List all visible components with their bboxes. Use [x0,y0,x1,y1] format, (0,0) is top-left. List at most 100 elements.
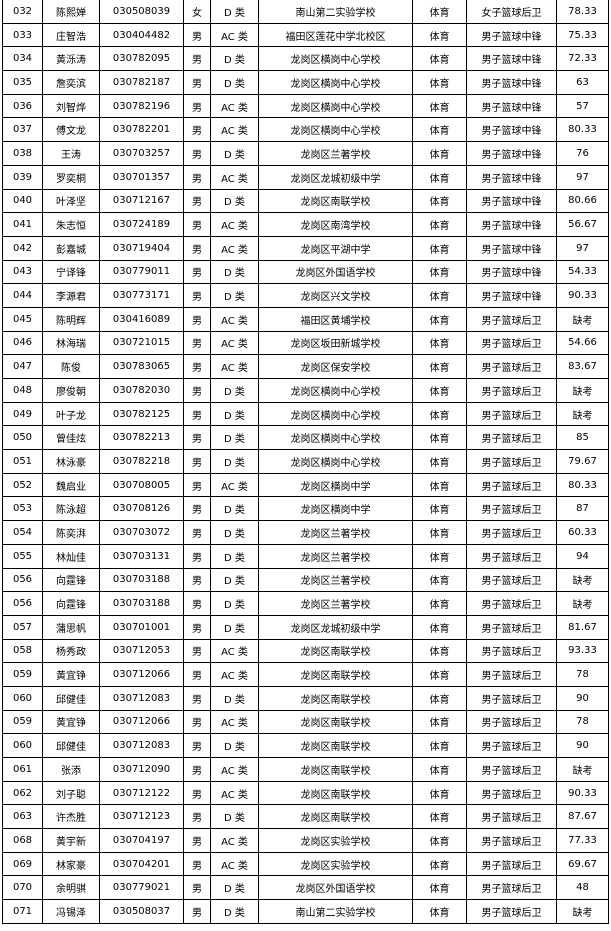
school: 龙岗区兰著学校 [258,591,413,616]
event: 男子篮球后卫 [466,330,557,356]
gender: 男 [183,378,211,403]
student-name: 宁译锋 [42,259,100,285]
subject: 体育 [412,899,467,924]
score: 80.33 [556,472,609,498]
school: 龙岗区兰著学校 [258,567,413,593]
table-row: 047 陈俊 030783065 男 AC 类龙岗区保安学校 体育 男子篮球后卫 83.67 [2,354,609,379]
row-number: 040 [2,188,43,214]
gender: 男 [183,685,211,711]
category: D 类 [210,70,259,95]
gender: 男 [183,520,211,545]
category: AC 类 [210,828,259,853]
school: 南山第二实验学校 [258,899,413,924]
exam-id: 030712083 [99,733,184,758]
table-row: 041 朱志恒 030724189 男 AC 类龙岗区南湾学校 体育 男子篮球中锋 56.67 [2,212,609,237]
category: D 类 [210,591,259,616]
category: D 类 [210,685,259,711]
score: 缺考 [556,899,609,924]
category: D 类 [210,520,259,545]
table-row: 069 林家豪 030704201 男 AC 类龙岗区实验学校 体育 男子篮球后卫 69.67 [2,851,609,877]
category: D 类 [210,188,259,214]
row-number: 033 [2,22,43,48]
gender: 男 [183,496,211,522]
gender: 男 [183,472,211,498]
table-row: 056 向霆锋 030703188 男 D 类龙岗区兰著学校 体育 男子篮球后卫 缺考 [2,567,609,593]
table-row: 035 詹奕滨 030782187 男 D 类龙岗区横岗中心学校 体育 男子篮球中锋 63 [2,70,609,95]
gender: 男 [183,591,211,616]
event: 男子篮球中锋 [466,212,557,237]
exam-id: 030508037 [99,899,184,924]
event: 男子篮球后卫 [466,567,557,593]
exam-id: 030404482 [99,22,184,48]
category: AC 类 [210,212,259,237]
exam-id: 030703131 [99,543,184,569]
subject: 体育 [412,70,467,95]
gender: 男 [183,614,211,640]
exam-id: 030703257 [99,141,184,166]
student-name: 廖俊朝 [42,378,100,403]
category: AC 类 [210,851,259,877]
event: 男子篮球后卫 [466,780,557,806]
row-number: 038 [2,141,43,166]
subject: 体育 [412,709,467,735]
gender: 男 [183,283,211,308]
score: 79.67 [556,449,609,474]
table-row: 060 邱健佳 030712083 男 D 类龙岗区南联学校 体育 男子篮球后卫 90 [2,685,609,711]
category: D 类 [210,899,259,924]
table-row: 063 许杰胜 030712123 男 D 类龙岗区南联学校 体育 男子篮球后卫 87.67 [2,804,609,830]
student-name: 陈俊 [42,354,100,379]
student-name: 余明骐 [42,875,100,901]
student-name: 邱健佳 [42,685,100,711]
exam-id: 030779021 [99,875,184,901]
event: 男子篮球中锋 [466,70,557,95]
gender: 男 [183,70,211,95]
row-number: 059 [2,662,43,687]
gender: 男 [183,899,211,924]
school: 龙岗区南联学校 [258,662,413,687]
gender: 男 [183,93,211,119]
score: 93.33 [556,638,609,664]
student-name: 黄宜铮 [42,709,100,735]
table-row: 061 张添 030712090 男 AC 类龙岗区南联学校 体育 男子篮球后卫 缺考 [2,757,609,782]
table-row: 049 叶子龙 030782125 男 D 类龙岗区横岗中心学校 体育 男子篮球后卫 缺考 [2,401,609,427]
category: D 类 [210,401,259,427]
score: 80.33 [556,117,609,143]
student-name: 陈熙婵 [42,0,100,24]
score: 缺考 [556,306,609,332]
subject: 体育 [412,93,467,119]
score: 97 [556,235,609,261]
table-row: 052 魏启业 030708005 男 AC 类龙岗区横岗中学 体育 男子篮球后卫 80.33 [2,472,609,498]
subject: 体育 [412,425,467,451]
score: 78 [556,662,609,687]
table-row: 070 余明骐 030779021 男 D 类龙岗区外国语学校 体育 男子篮球后卫 48 [2,875,609,901]
gender: 男 [183,709,211,735]
student-name: 叶子龙 [42,401,100,427]
exam-id: 030703072 [99,520,184,545]
gender: 男 [183,662,211,687]
subject: 体育 [412,496,467,522]
school: 龙岗区平湖中学 [258,235,413,261]
event: 男子篮球后卫 [466,733,557,758]
table-row: 055 林灿佳 030703131 男 D 类龙岗区兰著学校 体育 男子篮球后卫 94 [2,543,609,569]
gender: 男 [183,235,211,261]
school: 福田区黄埔学校 [258,306,413,332]
subject: 体育 [412,757,467,782]
exam-id: 030719404 [99,235,184,261]
table-row: 058 杨秀政 030712053 男 AC 类龙岗区南联学校 体育 男子篮球后卫 93.33 [2,638,609,664]
row-number: 042 [2,235,43,261]
subject: 体育 [412,733,467,758]
category: AC 类 [210,662,259,687]
score: 83.67 [556,354,609,379]
category: D 类 [210,46,259,72]
row-number: 059 [2,709,43,735]
category: AC 类 [210,164,259,190]
event: 男子篮球后卫 [466,638,557,664]
student-name: 张添 [42,757,100,782]
student-name: 傅文龙 [42,117,100,143]
row-number: 060 [2,733,43,758]
score: 69.67 [556,851,609,877]
exam-id: 030724189 [99,212,184,237]
event: 男子篮球中锋 [466,164,557,190]
student-name: 杨秀政 [42,638,100,664]
